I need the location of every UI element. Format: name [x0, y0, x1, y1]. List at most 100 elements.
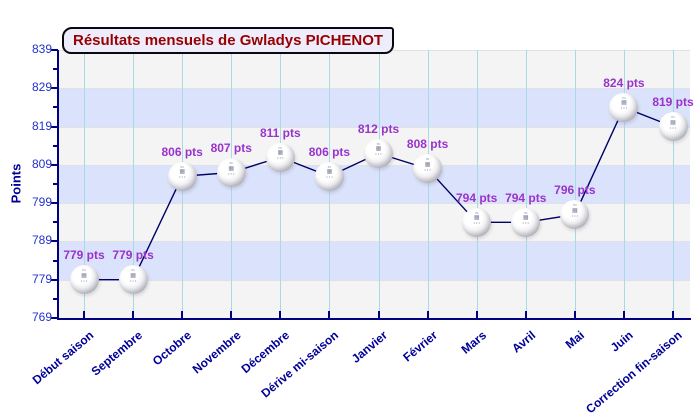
ball-marker: ᶠᶠᵗᵗ ▦ • • • [560, 200, 590, 230]
y-tick [51, 278, 58, 281]
ball-logo-icon: ᶠᶠᵗᵗ ▦ • • • [620, 95, 628, 111]
h-gridline [58, 88, 690, 90]
x-tick [622, 311, 625, 318]
h-gridline [58, 203, 690, 205]
h-gridline [58, 126, 690, 128]
y-minor-tick [53, 183, 58, 185]
chart-title: Résultats mensuels de Gwladys PICHENOT [73, 32, 384, 49]
v-gridline [378, 50, 380, 316]
x-tick [475, 311, 478, 318]
x-category-label: Mars [458, 328, 489, 357]
y-tick [51, 87, 58, 90]
plot-band [58, 164, 690, 204]
ball-logo-icon: ᶠᶠᵗᵗ ▦ • • • [178, 164, 186, 180]
ball-logo-icon: ᶠᶠᵗᵗ ▦ • • • [277, 145, 284, 161]
ball-marker: ᶠᶠᵗᵗ ▦ • • • [69, 265, 99, 295]
ball-logo-icon: ᶠᶠᵗᵗ ▦ • • • [228, 161, 235, 176]
plot-area: ᶠᶠᵗᵗ ▦ • • • 779 pts ᶠᶠᵗᵗ ▦ • • • 779 pts ᶠᶠᵗᵗ ▦ •… [58, 50, 694, 318]
v-gridline [574, 50, 576, 316]
x-tick [132, 311, 135, 318]
plot-band [58, 279, 690, 318]
ball-marker: ᶠᶠᵗᵗ ▦ • • • [118, 265, 148, 295]
y-tick-label: 779 [31, 271, 52, 286]
h-gridline [58, 279, 690, 281]
ball-marker: ᶠᶠᵗᵗ ▦ • • • [609, 92, 639, 122]
x-category-label: Novembre [189, 328, 244, 377]
x-category-label: Mai [562, 328, 587, 352]
v-gridline [525, 50, 527, 316]
value-label: 807 pts [210, 141, 252, 155]
value-label: 806 pts [161, 144, 203, 159]
ball-logo-icon: ᶠᶠᵗᵗ ▦ • • • [571, 203, 579, 218]
x-category-label: Janvier [349, 328, 391, 366]
value-label: 806 pts [308, 144, 351, 159]
value-label: 796 pts [554, 183, 596, 198]
x-tick [672, 311, 674, 318]
x-tick [524, 311, 527, 318]
x-category-label: Octobre [149, 328, 195, 369]
v-gridline [476, 50, 478, 316]
x-tick [426, 311, 429, 318]
y-tick-label: 839 [31, 42, 52, 56]
ball-marker: ᶠᶠᵗᵗ ▦ • • • [216, 158, 246, 187]
y-tick-label: 789 [31, 233, 52, 248]
value-label: 779 pts [63, 248, 105, 263]
x-tick [377, 311, 380, 318]
y-tick-label: 809 [31, 156, 52, 171]
x-category-label: Correction fin-saison [583, 328, 685, 417]
y-tick-label: 819 [31, 118, 52, 133]
y-minor-tick [53, 144, 58, 147]
y-minor-tick [53, 297, 58, 300]
y-axis-line [57, 50, 59, 320]
x-tick [230, 311, 233, 318]
y-minor-tick [53, 68, 58, 71]
ball-logo-icon: ᶠᶠᵗᵗ ▦ • • • [424, 157, 431, 172]
v-gridline [280, 50, 282, 316]
v-gridline [133, 50, 135, 316]
ball-marker: ᶠᶠᵗᵗ ▦ • • • [462, 207, 492, 237]
value-label: 811 pts [259, 125, 301, 140]
value-label: 824 pts [603, 75, 645, 90]
value-label: 812 pts [357, 121, 400, 136]
plot-band [58, 241, 690, 280]
plot-band [58, 50, 690, 89]
ball-logo-icon: ᶠᶠᵗᵗ ▦ • • • [473, 210, 480, 226]
x-category-label: Juin [608, 328, 636, 355]
y-minor-tick [53, 106, 58, 109]
y-tick-label: 829 [31, 80, 52, 95]
ball-marker: ᶠᶠᵗᵗ ▦ • • • [511, 207, 541, 237]
ball-logo-icon: ᶠᶠᵗᵗ ▦ • • • [522, 210, 529, 226]
y-tick [51, 163, 58, 166]
h-gridline [58, 241, 690, 243]
ball-marker: ᶠᶠᵗᵗ ▦ • • • [364, 138, 393, 168]
y-tick [51, 125, 58, 128]
y-tick-label: 769 [31, 310, 52, 324]
ball-logo-icon: ᶠᶠᵗᵗ ▦ • • • [669, 115, 677, 130]
x-tick [328, 311, 331, 318]
value-label: 794 pts [505, 190, 547, 205]
x-tick [83, 311, 85, 318]
x-category-label: Septembre [88, 328, 146, 379]
ball-logo-icon: ᶠᶠᵗᵗ ▦ • • • [326, 164, 333, 180]
x-category-label: Février [399, 328, 440, 365]
y-minor-tick [53, 259, 58, 262]
ball-marker: ᶠᶠᵗᵗ ▦ • • • [314, 161, 344, 191]
ball-marker: ᶠᶠᵗᵗ ▦ • • • [413, 154, 443, 184]
v-gridline [84, 50, 85, 316]
x-axis-line [57, 318, 691, 320]
ball-logo-icon: ᶠᶠᵗᵗ ▦ • • • [129, 268, 137, 283]
value-label: 808 pts [406, 137, 449, 152]
x-tick [573, 311, 576, 318]
ball-logo-icon: ᶠᶠᵗᵗ ▦ • • • [80, 268, 88, 283]
x-category-label: Avril [508, 328, 538, 356]
v-gridline [673, 50, 674, 316]
y-tick-label: 799 [31, 195, 52, 210]
value-label: 794 pts [455, 190, 498, 205]
ball-marker: ᶠᶠᵗᵗ ▦ • • • [265, 142, 295, 172]
ball-marker: ᶠᶠᵗᵗ ▦ • • • [167, 161, 197, 191]
value-label: 779 pts [112, 248, 154, 263]
y-tick [51, 317, 58, 319]
v-gridline [427, 50, 429, 316]
ball-marker: ᶠᶠᵗᵗ ▦ • • • [658, 112, 688, 142]
